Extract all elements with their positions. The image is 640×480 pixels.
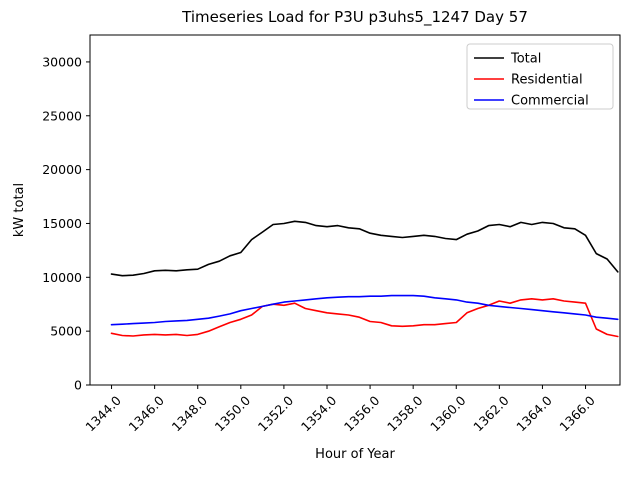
y-tick-label: 5000 bbox=[50, 324, 82, 339]
x-tick-label: 1350.0 bbox=[212, 393, 254, 435]
legend-label-residential: Residential bbox=[511, 73, 583, 88]
x-tick-label: 1348.0 bbox=[169, 393, 211, 435]
chart-title: Timeseries Load for P3U p3uhs5_1247 Day … bbox=[181, 8, 528, 27]
legend-label-total: Total bbox=[510, 52, 541, 67]
y-tick-label: 0 bbox=[74, 378, 82, 393]
series-line-residential bbox=[110, 297, 619, 338]
series-lines bbox=[110, 220, 619, 338]
x-tick-label: 1352.0 bbox=[255, 393, 297, 435]
x-axis-ticks: 1344.0 1346.0 1348.0 1350.0 1352.0 1354.0 1356… bbox=[82, 385, 598, 434]
y-tick-label: 30000 bbox=[42, 54, 82, 69]
legend-box bbox=[466, 43, 614, 110]
plot-area bbox=[89, 34, 621, 386]
legend-entry-commercial: Commercial bbox=[474, 94, 589, 109]
y-tick-label: 20000 bbox=[42, 162, 82, 177]
x-tick-label: 1358.0 bbox=[384, 393, 426, 435]
legend-entry-residential: Residential bbox=[474, 73, 583, 88]
legend-label-commercial: Commercial bbox=[511, 94, 589, 109]
series-line-total bbox=[110, 220, 619, 277]
y-axis-ticks: 0 5000 10000 15000 20000 25000 30000 bbox=[42, 54, 90, 393]
y-tick-label: 15000 bbox=[42, 216, 82, 231]
x-tick-label: 1354.0 bbox=[298, 393, 340, 435]
x-axis-label: Hour of Year bbox=[315, 447, 395, 462]
series-line-commercial bbox=[110, 294, 619, 326]
x-tick-label: 1346.0 bbox=[125, 393, 167, 435]
x-tick-label: 1366.0 bbox=[556, 393, 598, 435]
y-tick-label: 10000 bbox=[42, 270, 82, 285]
y-axis-label: kW total bbox=[12, 183, 27, 237]
legend-entry-total: Total bbox=[474, 52, 541, 67]
y-tick-label: 25000 bbox=[42, 108, 82, 123]
x-tick-label: 1356.0 bbox=[341, 393, 383, 435]
legend: Total Residential Commercial bbox=[466, 43, 614, 110]
x-tick-label: 1360.0 bbox=[427, 393, 469, 435]
x-tick-label: 1364.0 bbox=[513, 393, 555, 435]
x-tick-label: 1362.0 bbox=[470, 393, 512, 435]
x-tick-label: 1344.0 bbox=[82, 393, 124, 435]
